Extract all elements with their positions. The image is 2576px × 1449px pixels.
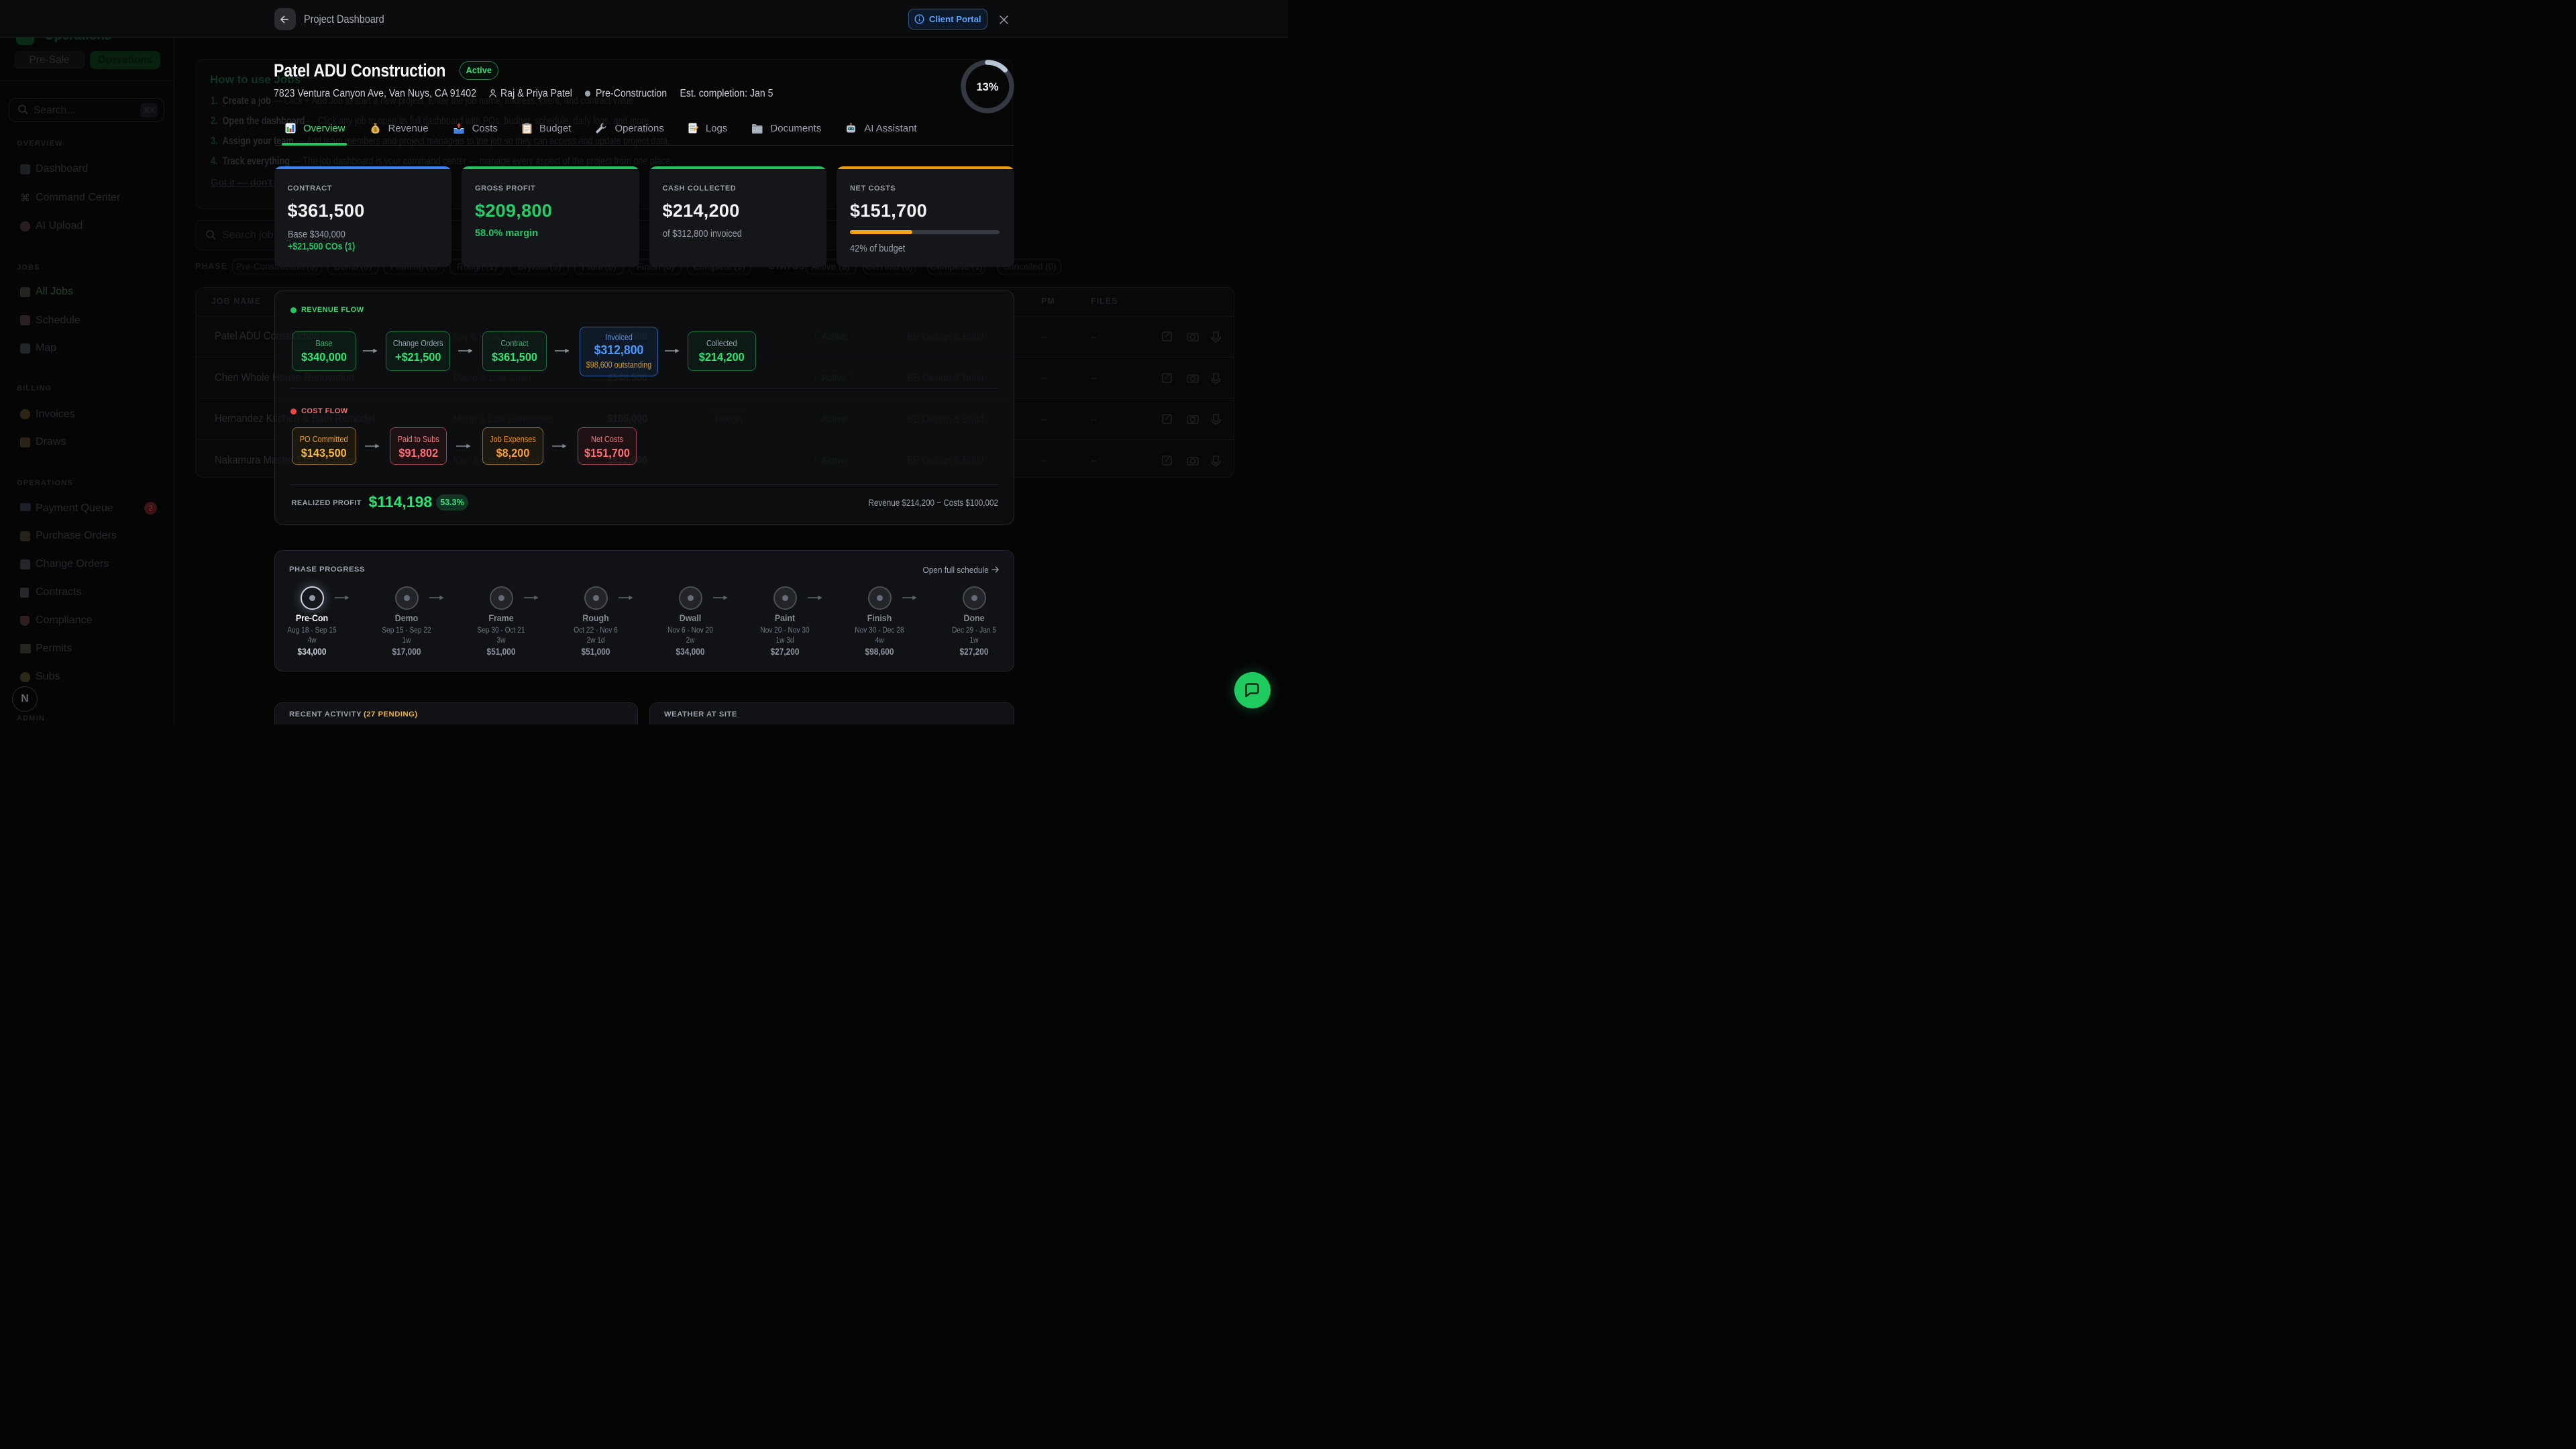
svg-text:13%: 13% [976, 81, 998, 93]
svg-text:$: $ [374, 126, 377, 133]
